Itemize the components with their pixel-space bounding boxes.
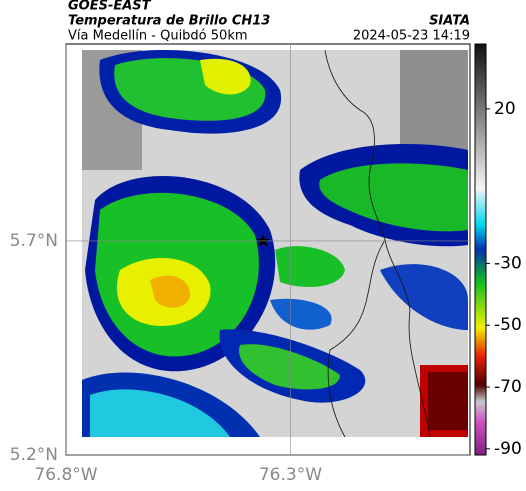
colorbar-tick-label: -70	[494, 377, 522, 397]
colorbar-tick-label: 20	[494, 99, 516, 119]
colorbar-tick-label: -50	[494, 315, 522, 335]
product: Temperatura de Brillo CH13	[68, 14, 270, 29]
colorbar-tick-label: -30	[494, 253, 522, 273]
region: Vía Medellín - Quibdó 50km	[68, 29, 248, 44]
source: SIATA	[429, 14, 470, 29]
lon-tick-label: 76.8°W	[34, 465, 97, 485]
colorbar	[474, 43, 487, 456]
lat-tick-label: 5.2°N	[10, 445, 58, 465]
lat-tick-label: 5.7°N	[10, 231, 58, 251]
satellite: GOES-EAST	[68, 0, 152, 14]
colorbar-tick-label: -90	[494, 439, 522, 459]
lon-tick-label: 76.3°W	[259, 465, 322, 485]
satellite-image	[82, 50, 468, 437]
timestamp: 2024-05-23 14:19	[353, 29, 470, 44]
